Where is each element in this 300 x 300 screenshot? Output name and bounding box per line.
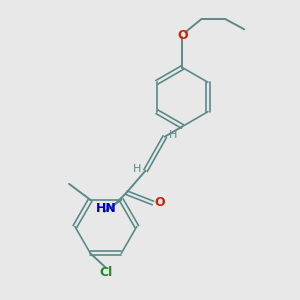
Text: H: H xyxy=(133,164,142,174)
Text: O: O xyxy=(177,29,188,42)
Text: O: O xyxy=(154,196,165,209)
Text: Cl: Cl xyxy=(99,266,112,279)
Text: HN: HN xyxy=(95,202,116,215)
Text: H: H xyxy=(169,130,178,140)
